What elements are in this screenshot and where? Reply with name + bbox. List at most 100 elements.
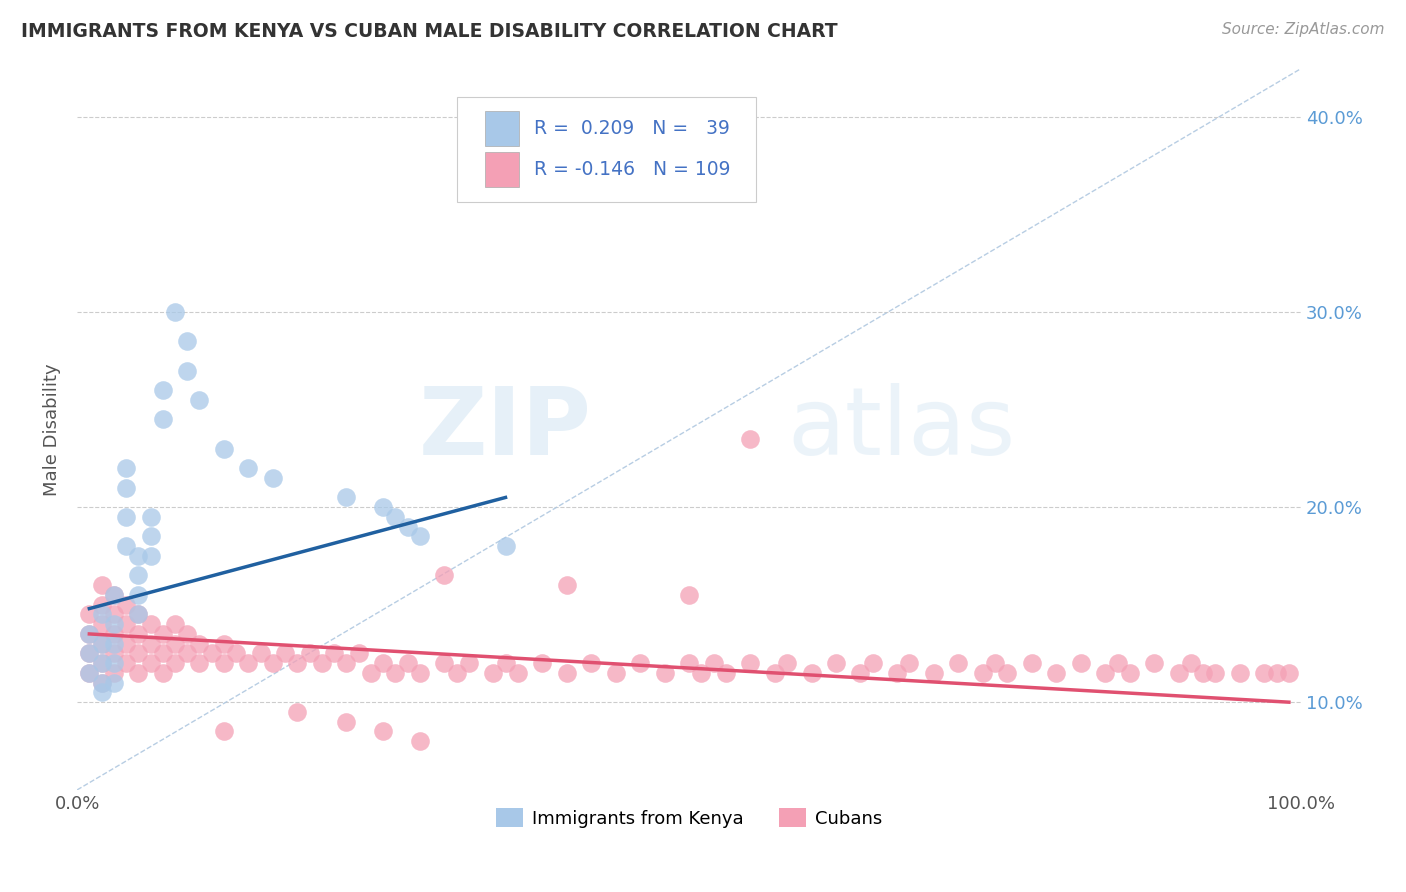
Point [1045,665,1067,680]
Point [163,305,186,319]
Point [79,647,101,661]
Point [139,656,162,670]
Point [152,647,174,661]
Point [886,665,908,680]
Point [127,665,149,680]
Point [433,568,456,582]
Point [90,578,112,592]
Point [384,665,406,680]
Point [446,665,468,680]
Text: R =  0.209   N =   39: R = 0.209 N = 39 [534,119,730,138]
Point [127,568,149,582]
Text: IMMIGRANTS FROM KENYA VS CUBAN MALE DISABILITY CORRELATION CHART: IMMIGRANTS FROM KENYA VS CUBAN MALE DISA… [21,22,838,41]
Point [90,637,112,651]
Point [409,665,432,680]
Point [115,598,138,612]
Point [115,656,138,670]
Point [115,481,138,495]
Point [1180,656,1202,670]
Text: atlas: atlas [787,384,1015,475]
Point [103,647,125,661]
Point [1143,656,1166,670]
Point [506,665,529,680]
Point [1192,665,1215,680]
Point [139,529,162,543]
Point [163,617,186,632]
Point [555,665,578,680]
Point [1204,665,1226,680]
Point [384,510,406,524]
Point [103,627,125,641]
Point [79,665,101,680]
Point [579,656,602,670]
Point [482,665,505,680]
Point [776,656,799,670]
Point [90,607,112,622]
Point [127,647,149,661]
Point [90,637,112,651]
Point [825,656,848,670]
Point [1021,656,1043,670]
Point [163,637,186,651]
Point [360,665,382,680]
Point [103,617,125,632]
Point [298,647,321,661]
Point [127,549,149,563]
Point [862,656,884,670]
Point [335,491,357,505]
Point [79,627,101,641]
Point [115,617,138,632]
Point [311,656,333,670]
Point [995,665,1018,680]
Point [90,685,112,699]
Point [1119,665,1142,680]
Point [371,724,394,739]
Point [139,617,162,632]
Point [409,734,432,748]
Point [1265,665,1288,680]
Point [188,392,211,407]
Text: Source: ZipAtlas.com: Source: ZipAtlas.com [1222,22,1385,37]
Point [1094,665,1116,680]
Point [605,665,627,680]
FancyBboxPatch shape [457,97,756,202]
Point [249,647,271,661]
Legend: Immigrants from Kenya, Cubans: Immigrants from Kenya, Cubans [488,801,890,835]
Point [103,607,125,622]
Point [90,656,112,670]
Point [176,334,198,349]
Point [898,656,921,670]
Point [495,539,517,553]
Point [90,598,112,612]
Point [139,549,162,563]
Point [690,665,713,680]
Point [740,656,762,670]
Point [188,656,211,670]
Point [103,588,125,602]
Point [922,665,945,680]
Point [654,665,676,680]
Point [849,665,872,680]
Point [79,665,101,680]
Point [79,647,101,661]
Point [139,637,162,651]
Point [287,705,309,719]
Point [139,510,162,524]
Point [188,637,211,651]
Point [409,529,432,543]
Point [678,656,700,670]
Point [1229,665,1251,680]
Point [103,656,125,670]
Point [90,675,112,690]
Point [714,665,737,680]
Point [238,656,260,670]
Point [127,588,149,602]
Text: ZIP: ZIP [419,384,591,475]
Point [371,500,394,515]
Point [212,656,235,670]
Point [90,617,112,632]
Point [495,656,517,670]
Point [1253,665,1275,680]
FancyBboxPatch shape [485,153,519,186]
Point [103,637,125,651]
